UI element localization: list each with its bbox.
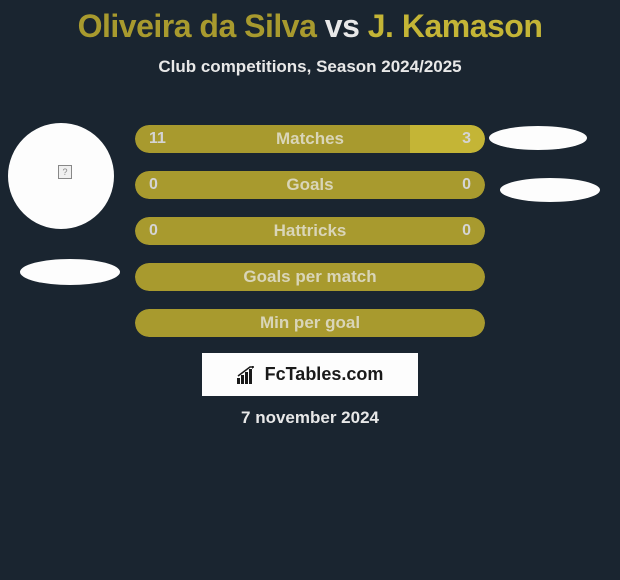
subtitle: Club competitions, Season 2024/2025 [0,57,620,77]
stat-row: Goals per match [135,263,485,291]
player2-name: J. Kamason [368,8,543,44]
player2-shadow-1 [489,126,587,150]
stats-bars: 113Matches 00Goals 00Hattricks Goals per ma… [135,125,485,355]
date-text: 7 november 2024 [0,408,620,428]
player1-name: Oliveira da Silva [78,8,317,44]
player1-avatar: ? [8,123,114,229]
stat-row: 00Goals [135,171,485,199]
player2-shadow-2 [500,178,600,202]
stat-label: Min per goal [135,309,485,337]
comparison-title: Oliveira da Silva vs J. Kamason [0,0,620,45]
attribution-badge: FcTables.com [202,353,418,396]
chart-icon [237,366,259,384]
player1-shadow [20,259,120,285]
stat-label: Hattricks [135,217,485,245]
stat-row: 00Hattricks [135,217,485,245]
stat-row: Min per goal [135,309,485,337]
attribution-text: FcTables.com [265,364,384,385]
stat-label: Goals per match [135,263,485,291]
avatar-placeholder-icon: ? [58,165,72,179]
stat-label: Goals [135,171,485,199]
stat-row: 113Matches [135,125,485,153]
vs-text: vs [325,8,360,44]
stat-label: Matches [135,125,485,153]
